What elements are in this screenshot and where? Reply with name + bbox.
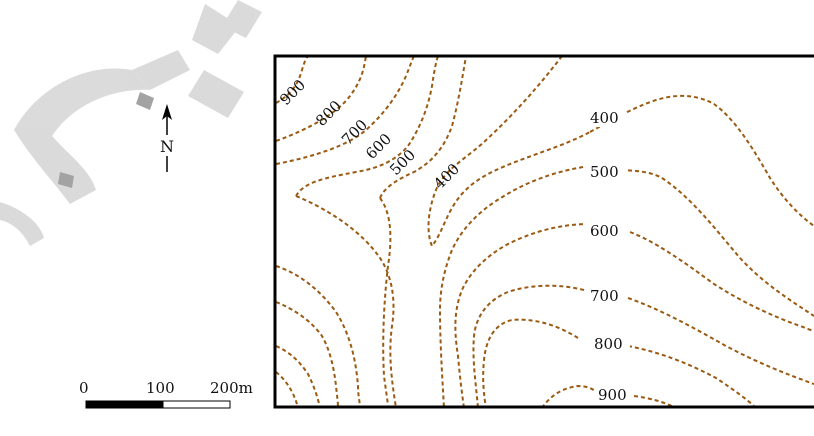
contour-labels-right: 400 500 600 700 800 900: [590, 109, 627, 404]
contour-label-500: 500: [386, 146, 419, 179]
north-arrow-icon: [162, 104, 172, 120]
scale-tick-0: 0: [79, 379, 89, 397]
contour-line-400-b: [589, 94, 814, 227]
scale-bar-filled-segment: [85, 400, 164, 409]
contour-label-500-east: 500: [590, 163, 619, 181]
contour-line-800-a: [275, 56, 367, 142]
contour-line-500-b: [379, 56, 467, 199]
contour-line-lower-left-c: [275, 345, 321, 407]
contour-line-800-c: [627, 345, 757, 407]
contour-label-backgrounds: [586, 107, 634, 404]
contour-line-700-c: [627, 297, 814, 385]
contour-lines: [275, 56, 814, 407]
contour-line-lower-left-d: [275, 371, 299, 407]
contour-line-500-d: [438, 165, 591, 407]
contour-line-lower-left-b: [275, 301, 339, 407]
north-label: N: [160, 137, 174, 156]
contour-line-900-a: [275, 56, 309, 104]
contour-line-500-a: [295, 195, 397, 407]
scale-tick-200m: 200m: [210, 379, 253, 397]
contour-line-900-b: [541, 384, 597, 407]
contour-line-600-a: [295, 56, 439, 197]
scale-bar: 0 100 200m: [79, 379, 253, 409]
contour-label-600: 600: [362, 130, 395, 163]
contour-label-900-east: 900: [598, 386, 627, 404]
contour-line-lower-left-a: [275, 265, 361, 407]
contour-line-800-b: [482, 318, 579, 407]
contour-labels-left: 900 800 700 600 500 400: [276, 76, 463, 193]
contour-label-400-east: 400: [590, 109, 619, 127]
scale-bar-empty-segment: [162, 400, 231, 409]
map-frame: [273, 54, 814, 409]
contour-label-900: 900: [276, 76, 309, 109]
contour-line-500-c: [379, 197, 392, 407]
scale-tick-100: 100: [146, 379, 175, 397]
contour-label-800: 800: [312, 97, 345, 130]
watermark: [0, 0, 262, 246]
contour-line-600-c: [629, 231, 814, 332]
contour-line-600-b: [454, 223, 591, 407]
contour-line-500-e: [599, 169, 814, 317]
contour-label-700-east: 700: [590, 287, 619, 305]
contour-label-800-east: 800: [594, 335, 623, 353]
contour-line-400-a: [427, 56, 591, 248]
contour-line-900-c: [633, 395, 677, 407]
north-arrow: N: [160, 104, 174, 172]
contour-line-700-b: [472, 284, 585, 407]
contour-label-400: 400: [430, 160, 463, 193]
contour-label-600-east: 600: [590, 222, 619, 240]
contour-line-700-a: [275, 56, 415, 165]
